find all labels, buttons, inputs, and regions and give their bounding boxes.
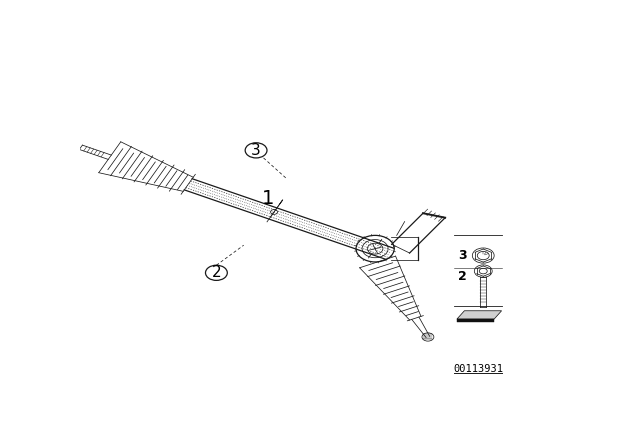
Text: 1: 1 <box>262 189 275 208</box>
Text: 3: 3 <box>458 249 467 262</box>
Text: 00113931: 00113931 <box>453 364 503 375</box>
Polygon shape <box>457 311 502 319</box>
Polygon shape <box>457 319 494 323</box>
Text: 3: 3 <box>252 143 261 158</box>
Text: 2: 2 <box>212 265 221 280</box>
Text: 2: 2 <box>458 270 467 283</box>
